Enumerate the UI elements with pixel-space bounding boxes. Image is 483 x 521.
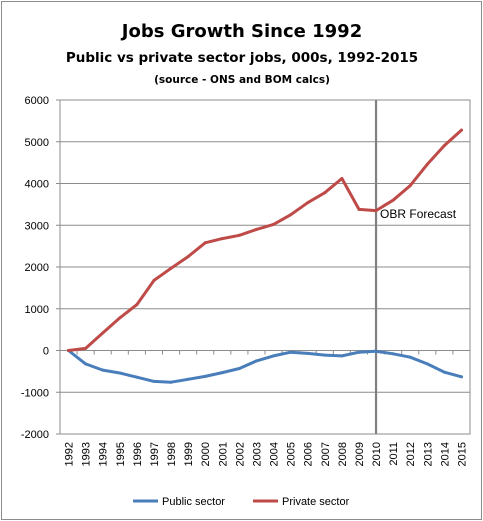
x-tick-label: 1993 (81, 442, 93, 466)
data-point-private-sector (272, 222, 275, 226)
y-tick-label: -1000 (21, 387, 49, 399)
x-tick-label: 2015 (456, 442, 468, 466)
data-point-public-sector (289, 350, 293, 354)
data-point-private-sector (255, 227, 258, 231)
data-point-public-sector (442, 370, 446, 374)
data-point-private-sector (289, 213, 293, 217)
data-point-public-sector (460, 375, 463, 379)
x-tick-label: 1992 (64, 442, 76, 466)
x-tick-label: 2000 (200, 442, 212, 466)
data-point-public-sector (357, 350, 361, 354)
x-tick-label: 1994 (98, 442, 110, 466)
data-point-public-sector (391, 352, 395, 356)
chart-title: Jobs Growth Since 1992 (120, 21, 362, 42)
legend-label-private-sector: Private sector (282, 496, 350, 508)
y-tick-label: 0 (43, 346, 49, 358)
data-point-private-sector (306, 201, 310, 205)
data-point-private-sector (67, 349, 70, 352)
tick-labels: 6000 5000 4000 3000 2000 1000 0 -1000 -2000 1992 1… (21, 95, 469, 466)
x-tick-label: 2010 (371, 442, 383, 466)
x-tick-label: 2004 (269, 442, 281, 466)
data-point-private-sector (425, 162, 429, 166)
x-tick-label: 2006 (303, 442, 315, 466)
x-tick-label: 2011 (388, 442, 400, 466)
x-tick-label: 1999 (183, 442, 195, 466)
axes (56, 99, 471, 435)
y-tick-label: 6000 (25, 95, 49, 107)
data-point-private-sector (442, 144, 446, 147)
series-lines (67, 128, 463, 384)
y-tick-label: 2000 (25, 262, 49, 274)
legend-label-public-sector: Public sector (162, 496, 225, 508)
series-line-public-sector (67, 349, 463, 384)
data-point-private-sector (186, 255, 190, 259)
data-point-public-sector (306, 351, 310, 355)
legend: Public sector Private sector (133, 496, 350, 508)
y-tick-label: -2000 (21, 429, 49, 441)
data-point-private-sector (152, 278, 156, 282)
x-tick-label: 2005 (286, 442, 298, 466)
data-point-private-sector (340, 177, 344, 180)
y-tick-label: 1000 (25, 304, 49, 316)
data-point-public-sector (203, 374, 207, 378)
series-line-private-sector (67, 128, 463, 352)
data-point-public-sector (425, 362, 429, 366)
x-tick-label: 2003 (251, 442, 263, 466)
data-point-private-sector (391, 198, 395, 202)
gridlines (60, 141, 470, 393)
x-tick-label: 2014 (439, 442, 451, 466)
data-point-public-sector (118, 371, 122, 375)
data-point-public-sector (101, 368, 105, 372)
data-point-private-sector (237, 233, 241, 237)
x-tick-label: 2007 (320, 442, 332, 466)
y-tick-label: 4000 (25, 179, 49, 191)
data-point-public-sector (84, 362, 88, 366)
data-point-public-sector (340, 354, 344, 358)
data-point-public-sector (237, 367, 241, 370)
data-point-public-sector (255, 359, 258, 363)
data-point-private-sector (101, 331, 105, 335)
x-tick-label: 2008 (337, 442, 349, 466)
data-point-public-sector (186, 377, 190, 381)
data-point-public-sector (135, 375, 139, 379)
data-point-public-sector (169, 380, 173, 384)
y-tick-label: 3000 (25, 220, 49, 232)
x-tick-label: 1998 (166, 442, 178, 466)
data-point-public-sector (408, 355, 412, 359)
x-tick-label: 2013 (422, 442, 434, 466)
x-tick-label: 2009 (354, 442, 366, 466)
x-tick-label: 1997 (149, 442, 161, 466)
chart-subtitle: Public vs private sector jobs, 000s, 199… (66, 50, 418, 66)
data-point-private-sector (169, 266, 173, 270)
data-point-private-sector (84, 346, 88, 350)
data-point-public-sector (323, 353, 327, 357)
data-point-private-sector (135, 303, 139, 307)
x-tick-label: 1995 (115, 442, 127, 466)
data-point-public-sector (272, 354, 275, 358)
chart-source-note: (source - ONS and BOM calcs) (154, 74, 330, 86)
data-point-private-sector (203, 241, 207, 245)
data-point-private-sector (408, 184, 412, 188)
x-tick-label: 1996 (132, 442, 144, 466)
y-tick-label: 5000 (25, 137, 49, 149)
data-point-private-sector (460, 128, 463, 132)
data-point-private-sector (323, 191, 327, 195)
data-point-private-sector (374, 209, 378, 213)
data-point-public-sector (374, 349, 378, 353)
x-tick-label: 2001 (217, 442, 229, 466)
x-tick-label: 2012 (405, 442, 417, 466)
data-point-public-sector (152, 379, 156, 383)
data-point-private-sector (220, 237, 224, 241)
data-point-public-sector (220, 371, 224, 375)
obr-forecast-annotation: OBR Forecast (380, 207, 457, 221)
data-point-private-sector (118, 316, 122, 320)
data-point-private-sector (357, 207, 361, 211)
x-tick-label: 2002 (234, 442, 246, 466)
